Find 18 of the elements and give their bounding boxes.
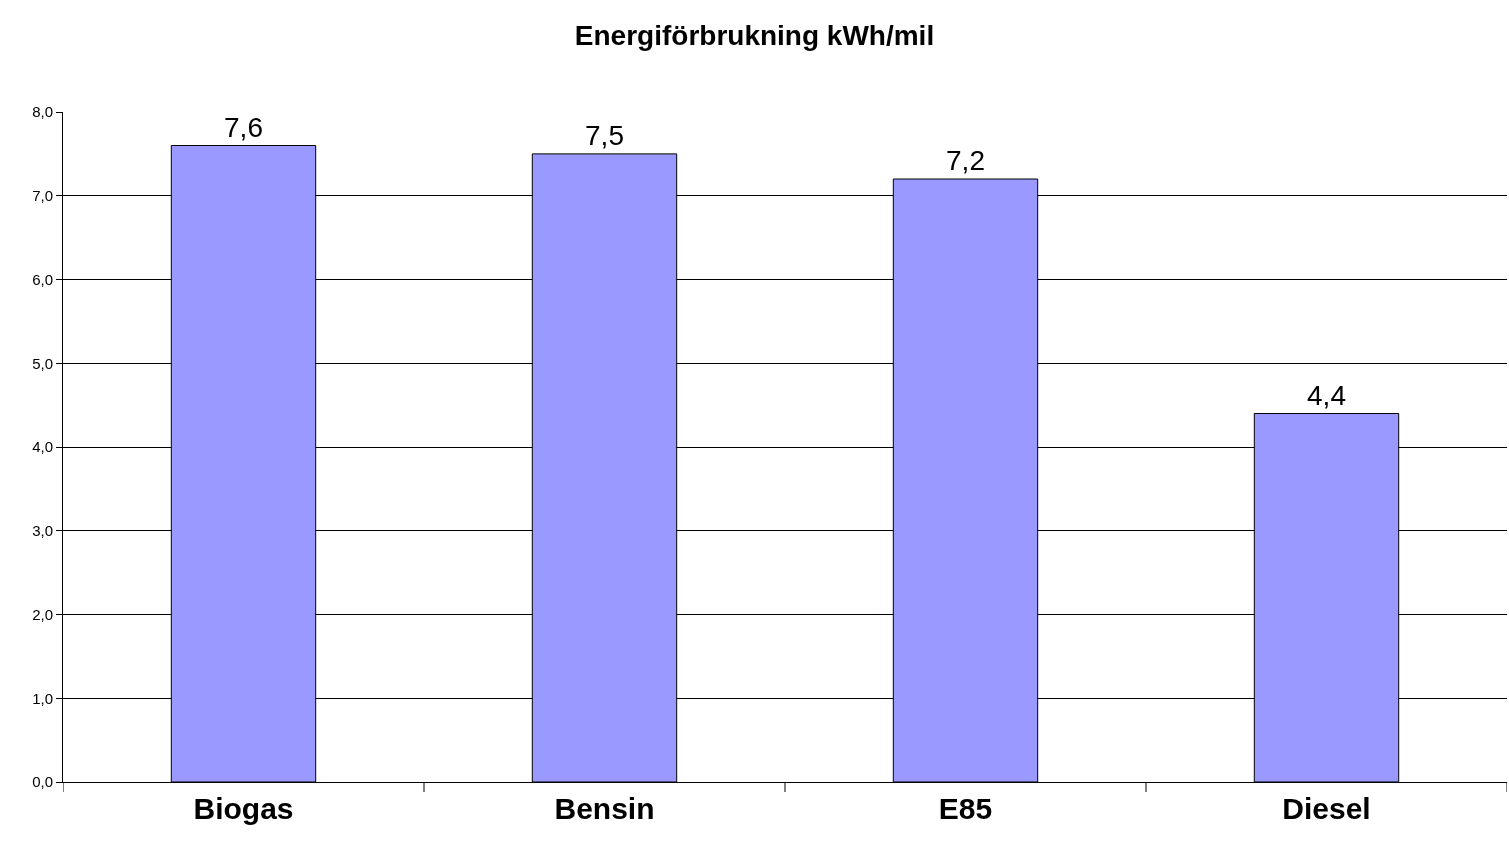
x-tick-label: Biogas — [193, 792, 294, 825]
data-label: 7,6 — [224, 111, 263, 143]
y-tick-label: 1,0 — [32, 689, 53, 707]
y-tick-label: 3,0 — [32, 522, 53, 539]
data-label: 4,4 — [1307, 379, 1346, 411]
y-tick-label: 2,0 — [32, 605, 53, 623]
data-label: 7,5 — [585, 119, 624, 151]
y-tick-label: 8,0 — [32, 103, 53, 121]
y-tick-label: 7,0 — [32, 187, 53, 204]
data-label: 7,2 — [946, 145, 985, 176]
x-tick-label: E85 — [938, 792, 993, 825]
y-tick-label: 4,0 — [32, 438, 53, 456]
chart-title: Energiförbrukning kWh/mil — [574, 20, 935, 52]
x-tick-label: Diesel — [1282, 792, 1371, 825]
y-tick-label: 6,0 — [32, 270, 53, 288]
y-tick-label: 0,0 — [32, 773, 53, 791]
x-tick-label: Bensin — [554, 792, 655, 825]
y-tick-label: 5,0 — [32, 354, 53, 372]
